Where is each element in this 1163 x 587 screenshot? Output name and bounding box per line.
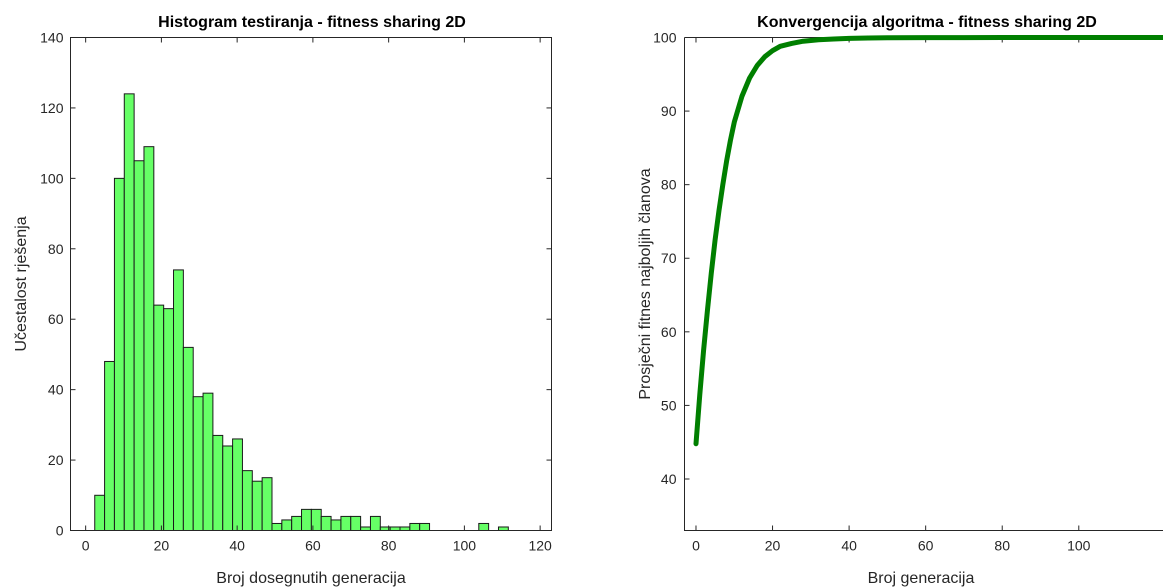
x-tick-label: 100 xyxy=(1067,538,1091,554)
histogram-bar xyxy=(192,396,204,531)
x-tick-label: 80 xyxy=(381,538,397,554)
y-tick-label: 40 xyxy=(661,471,677,487)
x-tick-label: 0 xyxy=(692,538,700,554)
histogram-bar xyxy=(173,269,184,531)
y-tick-label: 80 xyxy=(48,241,64,257)
convergence-y-axis-label: Prosječni fitnes najboljih članova xyxy=(637,168,654,399)
histogram-bar xyxy=(133,160,145,531)
histogram-bar xyxy=(360,526,371,532)
x-tick-label: 40 xyxy=(841,538,857,554)
histogram-bar xyxy=(281,519,293,532)
histogram-bar xyxy=(94,494,106,531)
histogram-bar xyxy=(399,526,411,532)
convergence-axes xyxy=(684,37,1163,531)
histogram-ticks: 0 20 40 60 80 100 120 0 20 40 60 80 100 120 140 xyxy=(40,30,552,554)
histogram-bar xyxy=(202,392,214,531)
histogram-title: Histogram testiranja - fitness sharing 2… xyxy=(158,14,466,31)
histogram-bar xyxy=(153,304,165,531)
x-tick-label: 60 xyxy=(918,538,934,554)
x-tick-label: 20 xyxy=(765,538,781,554)
y-tick-label: 20 xyxy=(48,452,64,468)
histogram-bar xyxy=(241,470,253,531)
histogram-bar xyxy=(301,508,312,531)
y-tick-label: 100 xyxy=(653,30,677,46)
histogram-bar xyxy=(389,526,401,532)
x-tick-label: 0 xyxy=(82,538,90,554)
y-tick-label: 40 xyxy=(48,382,64,398)
histogram-bar xyxy=(340,515,352,532)
histogram-bar xyxy=(251,480,263,532)
x-tick-label: 100 xyxy=(453,538,477,554)
x-tick-label: 80 xyxy=(994,538,1010,554)
histogram-bar xyxy=(291,515,303,532)
convergence-ticks: 0 20 40 60 80 100 40 50 60 70 80 90 100 xyxy=(653,30,1091,554)
convergence-x-axis-label: Broj generacija xyxy=(868,570,975,587)
histogram-bar xyxy=(478,522,490,532)
y-tick-label: 140 xyxy=(40,30,64,46)
histogram-bar xyxy=(419,522,431,532)
histogram-bar xyxy=(320,515,332,532)
histogram-bar xyxy=(261,477,273,531)
y-tick-label: 100 xyxy=(40,170,64,186)
y-tick-label: 50 xyxy=(661,397,677,413)
convergence-chart: Konvergencija algoritma - fitness sharin… xyxy=(637,14,1163,587)
x-tick-label: 40 xyxy=(229,538,245,554)
histogram-bar xyxy=(104,360,115,531)
convergence-title: Konvergencija algoritma - fitness sharin… xyxy=(757,14,1097,31)
histogram-bar xyxy=(222,445,234,531)
histogram-chart: Histogram testiranja - fitness sharing 2… xyxy=(13,14,552,587)
x-tick-label: 120 xyxy=(528,538,552,554)
histogram-bar xyxy=(369,515,381,532)
histogram-bar xyxy=(330,519,342,532)
x-tick-label: 60 xyxy=(305,538,321,554)
histogram-axes-box xyxy=(70,37,552,531)
y-tick-label: 60 xyxy=(48,311,64,327)
histogram-bars xyxy=(94,93,509,532)
histogram-bar xyxy=(409,522,421,532)
histogram-y-axis-label: Učestalost rješenja xyxy=(13,216,30,351)
histogram-bar xyxy=(271,522,283,532)
histogram-bar xyxy=(123,93,135,531)
histogram-bar xyxy=(113,177,125,531)
histogram-bar xyxy=(350,515,362,532)
histogram-bar xyxy=(232,438,243,532)
convergence-series-line xyxy=(693,35,1163,447)
y-tick-label: 60 xyxy=(661,324,677,340)
y-tick-label: 80 xyxy=(661,177,677,193)
histogram-bar xyxy=(163,308,175,531)
y-tick-label: 0 xyxy=(56,523,64,539)
y-tick-label: 90 xyxy=(661,103,677,119)
histogram-bar xyxy=(143,146,155,532)
histogram-bar xyxy=(212,434,224,531)
histogram-bar xyxy=(182,346,194,531)
histogram-bar xyxy=(497,526,509,532)
x-tick-label: 20 xyxy=(154,538,170,554)
y-tick-label: 120 xyxy=(40,100,64,116)
histogram-x-axis-label: Broj dosegnutih generacija xyxy=(216,570,406,587)
y-tick-label: 70 xyxy=(661,250,677,266)
